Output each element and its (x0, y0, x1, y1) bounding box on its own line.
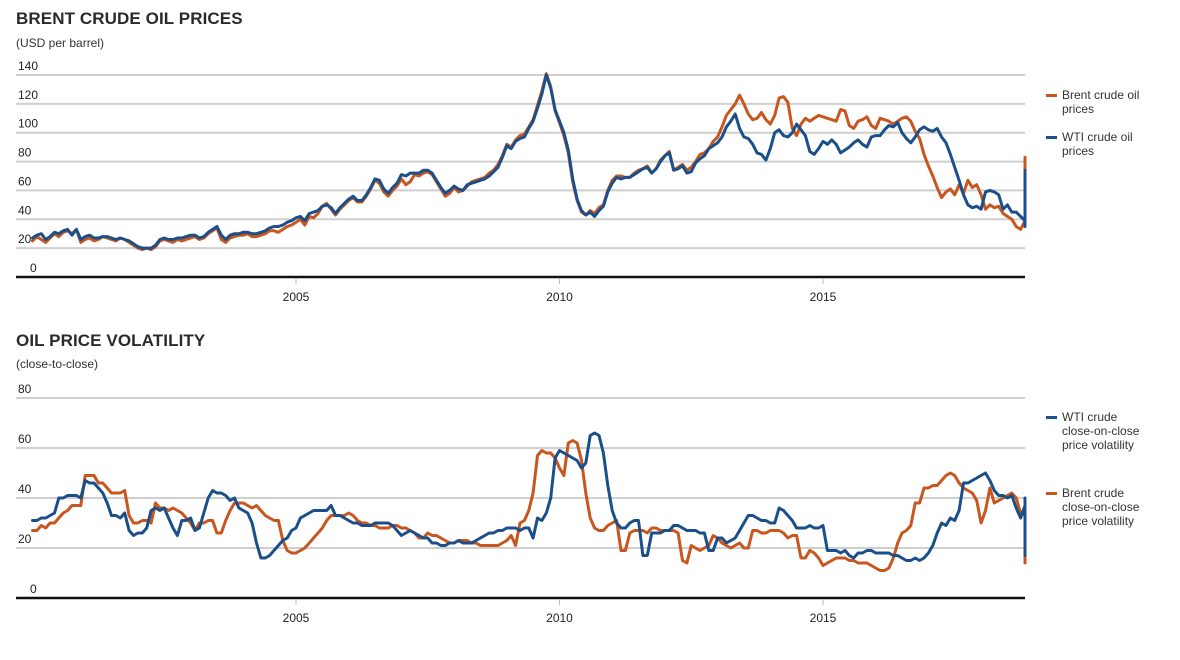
brent-swatch-icon (1046, 492, 1057, 495)
x-tick-label: 2010 (546, 611, 573, 625)
legend-label: Brent crude close-on-close price volatil… (1062, 486, 1140, 528)
legend-label: WTI crude oil prices (1062, 130, 1133, 158)
y-tick-label: 80 (18, 382, 32, 396)
y-tick-label: 20 (18, 532, 32, 546)
volatility-chart-title: OIL PRICE VOLATILITY (16, 331, 206, 350)
brent-swatch-icon (1046, 94, 1057, 97)
x-tick-label: 2005 (283, 290, 310, 304)
x-tick-label: 2010 (546, 290, 573, 304)
prices-chart-title: BRENT CRUDE OIL PRICES (16, 9, 243, 28)
series-line-wti-crude-oil-prices (31, 73, 1027, 250)
series-line-brent-crude-close-on-close-price-volatility (31, 439, 1027, 572)
y-tick-label: 140 (18, 59, 38, 73)
y-tick-label: 40 (18, 203, 32, 217)
y-tick-label: 0 (30, 261, 37, 275)
prices-legend: Brent crude oil prices WTI crude oil pri… (1046, 88, 1152, 172)
wti-swatch-icon (1046, 136, 1057, 139)
volatility-legend: WTI crude close-on-close price volatilit… (1046, 410, 1152, 542)
legend-item-wti-volatility: WTI crude close-on-close price volatilit… (1046, 410, 1152, 452)
x-tick-label: 2005 (283, 611, 310, 625)
volatility-chart-subtitle: (close-to-close) (16, 357, 99, 371)
legend-label: Brent crude oil prices (1062, 88, 1140, 116)
x-tick-label: 2015 (810, 290, 837, 304)
y-tick-label: 20 (18, 232, 32, 246)
series-line-wti-crude-close-on-close-price-volatility (31, 431, 1027, 562)
y-tick-label: 100 (18, 117, 38, 131)
y-tick-label: 80 (18, 146, 32, 160)
y-tick-label: 40 (18, 482, 32, 496)
wti-swatch-icon (1046, 416, 1057, 419)
y-tick-label: 120 (18, 88, 38, 102)
y-tick-label: 60 (18, 174, 32, 188)
y-tick-label: 0 (30, 582, 37, 596)
legend-item-brent-price: Brent crude oil prices (1046, 88, 1152, 116)
x-tick-label: 2015 (810, 611, 837, 625)
y-tick-label: 60 (18, 432, 32, 446)
legend-item-wti-price: WTI crude oil prices (1046, 130, 1152, 158)
legend-label: WTI crude close-on-close price volatilit… (1062, 410, 1140, 452)
legend-item-brent-volatility: Brent crude close-on-close price volatil… (1046, 486, 1152, 528)
prices-chart-subtitle: (USD per barrel) (16, 36, 105, 50)
